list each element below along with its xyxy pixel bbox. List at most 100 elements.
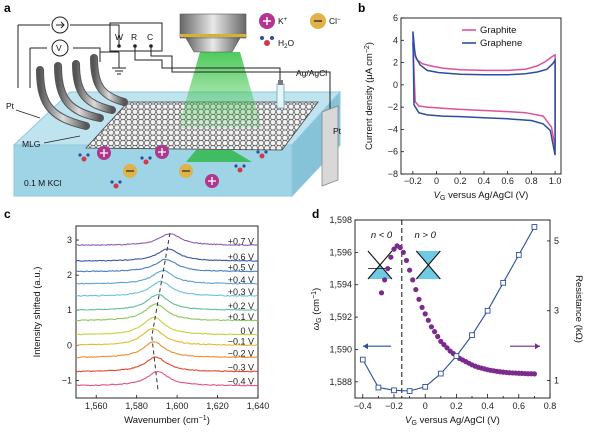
c-spectrum xyxy=(75,356,259,373)
cone-level xyxy=(367,268,392,269)
panel-a-label: a xyxy=(4,1,11,15)
d-y-right-tick-label: 1 xyxy=(554,376,559,386)
c-x-tick-label: 1,560 xyxy=(85,401,108,411)
d-dirac-cone-electron-icon xyxy=(415,250,441,280)
tank-front-face xyxy=(13,144,293,197)
d-x-tick-label: 0.2 xyxy=(450,401,463,411)
d-x-tick-label: 0.8 xyxy=(544,401,557,411)
d-left-arrowhead xyxy=(363,343,368,350)
d-omega-point xyxy=(416,296,422,302)
panel-b-frame xyxy=(400,17,562,175)
c-y-tick-label: 0 xyxy=(67,340,72,350)
d-y-left-tick-label: 1,592 xyxy=(329,312,352,322)
d-region-label-left: n < 0 xyxy=(371,230,393,241)
d-omega-point xyxy=(407,267,413,273)
c-spectrum xyxy=(75,293,259,311)
d-resistance-point xyxy=(500,279,507,286)
d-y-right-tick-label: 5 xyxy=(554,236,559,246)
c-x-tick-label: 1,600 xyxy=(166,401,189,411)
mlg-label: MLG xyxy=(22,139,40,149)
d-resistance-point xyxy=(422,383,429,390)
reference-electrode xyxy=(276,80,285,109)
laser-spot xyxy=(186,150,252,162)
d-omega-point xyxy=(435,333,441,340)
cone-upper xyxy=(367,251,392,265)
c-y-tick-label: −1 xyxy=(62,375,72,385)
d-y-right-axis-label: Resistance (kΩ) xyxy=(573,275,584,343)
panel-d-frame xyxy=(354,219,551,399)
c-y-tick-label: 1 xyxy=(67,305,72,315)
c-spectrum-label: +0.6 V xyxy=(228,252,254,262)
d-y-left-tick-label: 1,588 xyxy=(329,377,352,387)
panel-c-frame xyxy=(75,225,259,399)
d-resistance-point xyxy=(484,307,491,314)
d-omega-point xyxy=(425,317,431,323)
b-x-tick-label: 0.8 xyxy=(525,176,538,186)
b-x-axis-label: VG versus Ag/AgCl (V) xyxy=(434,190,529,202)
d-resistance-point xyxy=(453,353,460,359)
c-spectrum xyxy=(75,303,259,322)
k-ion-icon xyxy=(259,13,275,29)
c-spectrum-label: 0 V xyxy=(240,326,254,336)
c-spectrum-label: +0.3 V xyxy=(228,287,254,297)
water-molecule-icon xyxy=(260,36,274,46)
b-legend-label: Graphite xyxy=(480,25,516,36)
b-series-graphite xyxy=(412,42,556,148)
d-resistance-point xyxy=(375,384,382,391)
b-legend-label: Graphene xyxy=(480,38,522,49)
d-resistance-point xyxy=(469,332,475,339)
b-y-tick-label: −8 xyxy=(388,169,398,179)
d-omega-point xyxy=(441,342,447,348)
d-omega-point xyxy=(391,246,397,252)
c-spectrum xyxy=(75,258,259,273)
c-y-axis-label: Intensity shifted (a.u.) xyxy=(32,267,43,358)
d-omega-point xyxy=(531,371,538,377)
c-x-axis-label: Wavenumber (cm−1) xyxy=(124,415,210,426)
b-x-tick-label: 0.4 xyxy=(478,176,491,186)
cone-lines xyxy=(415,250,441,280)
voltmeter-icon: V xyxy=(51,39,69,57)
d-y-right-tick-label: 3 xyxy=(554,306,559,316)
c-spectrum-label: −0.1 V xyxy=(228,336,254,346)
pt-left-label: Pt xyxy=(6,101,15,111)
d-omega-point xyxy=(382,277,388,283)
cone-upper xyxy=(416,251,441,265)
c-spectrum xyxy=(76,233,259,246)
laser-beam xyxy=(178,52,262,128)
ground-icon xyxy=(112,67,126,75)
d-x-tick-label: 0 xyxy=(423,401,428,411)
c-spectrum xyxy=(75,370,259,387)
d-omega-point xyxy=(400,249,406,255)
d-omega-point xyxy=(413,286,419,293)
contact-tubes xyxy=(36,54,128,130)
d-omega-point xyxy=(419,304,425,310)
d-dirac-cone-hole-icon xyxy=(367,250,393,280)
water-label: H2O xyxy=(278,38,294,50)
b-x-tick-label: −0.2 xyxy=(404,176,422,186)
c-spectrum xyxy=(76,269,259,285)
d-resistance-point xyxy=(391,387,397,394)
c-y-tick-label: 3 xyxy=(67,235,72,245)
c-spectrum-label: −0.3 V xyxy=(228,363,254,373)
d-y-left-tick-label: 1,590 xyxy=(329,344,352,354)
d-x-tick-label: −0.4 xyxy=(354,401,372,411)
c-spectrum-label: +0.5 V xyxy=(228,263,254,273)
panel-d-gating-plot: d −0.4 −0.2 0 0.2 0.4 0.6 0.8 1,588 1,590 1,592 1,… xyxy=(311,207,584,427)
d-right-arrowhead xyxy=(535,343,540,350)
ammeter-icon xyxy=(51,16,69,34)
b-series-graphene xyxy=(412,31,556,156)
c-spectrum-label: +0.1 V xyxy=(228,312,254,322)
b-y-tick-label: 4 xyxy=(393,35,398,45)
c-spectrum-label: −0.4 V xyxy=(228,377,254,387)
d-y-left-axis-label: ωG (cm−1) xyxy=(311,288,323,330)
d-omega-point xyxy=(378,290,385,296)
d-x-tick-label: −0.2 xyxy=(385,401,403,411)
terminal-c: C xyxy=(147,32,153,42)
cl-ion-label: Cl− xyxy=(329,16,341,26)
panel-b-label: b xyxy=(358,1,365,15)
d-y-left-tick-label: 1,596 xyxy=(329,247,352,257)
solution-ions xyxy=(78,145,268,189)
d-region-label-right: n > 0 xyxy=(414,230,436,241)
d-x-tick-label: 0.6 xyxy=(513,401,526,411)
